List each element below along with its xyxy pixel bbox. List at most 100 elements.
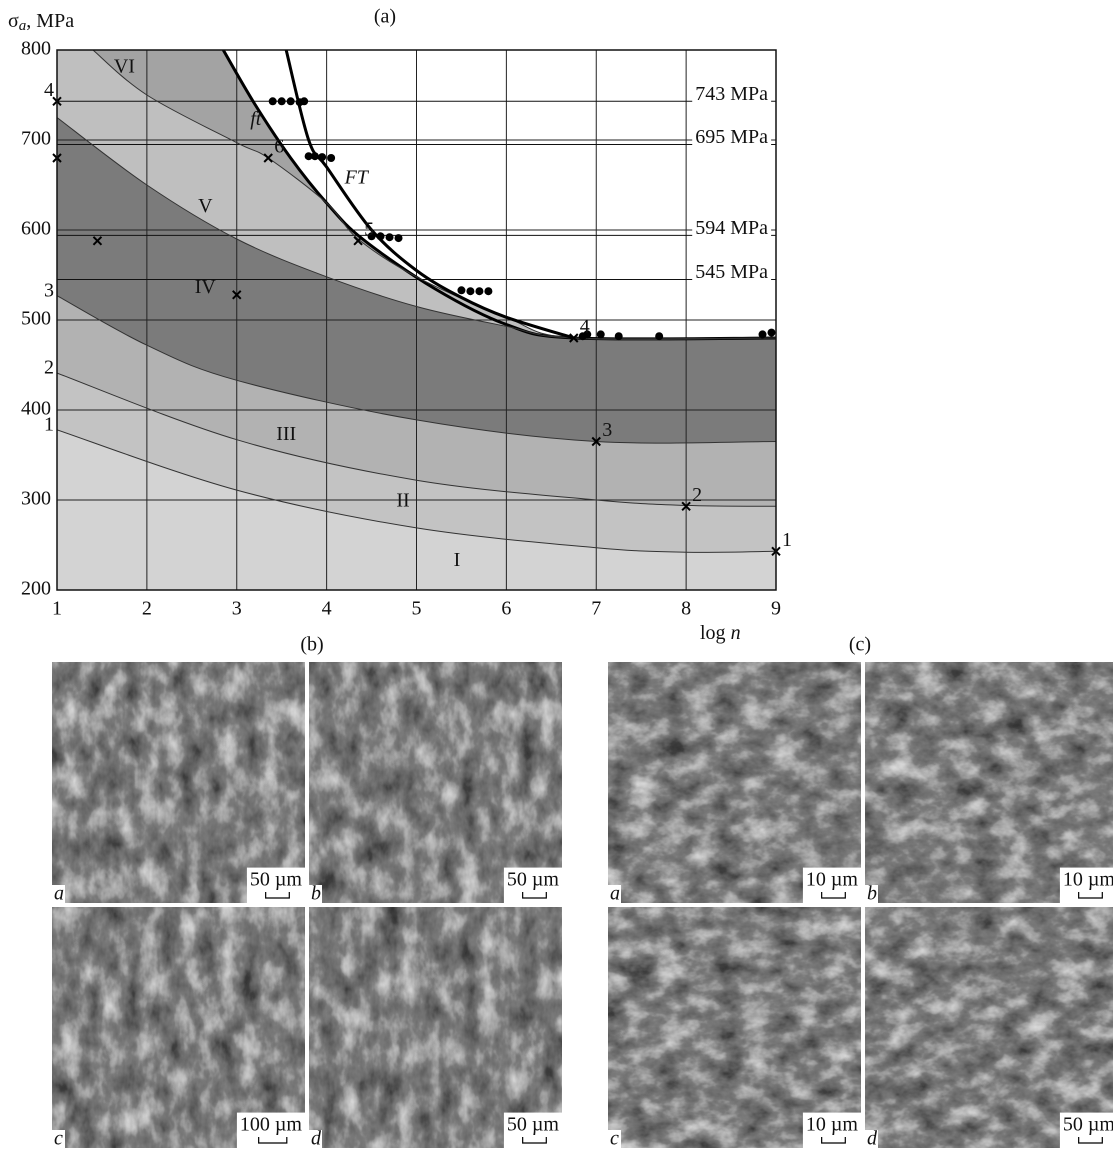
micrograph-image <box>865 907 1113 1148</box>
level-label: 545 MPa <box>695 261 768 283</box>
data-point <box>327 154 335 162</box>
panel-letter: c <box>610 1128 619 1150</box>
x-axis-italic: n <box>731 622 741 644</box>
micrograph-image <box>309 907 562 1148</box>
y-axis-label: σa, MPa <box>8 10 74 35</box>
data-point <box>655 332 663 340</box>
micrograph-image <box>608 907 861 1148</box>
data-point <box>615 332 623 340</box>
micrograph-image <box>309 662 562 903</box>
curve-name: ft <box>250 108 262 130</box>
marker-label: 6 <box>274 136 284 158</box>
scale-label: 10 µm <box>1063 869 1113 891</box>
micrograph-image <box>52 907 305 1148</box>
region-label: III <box>276 423 296 445</box>
region-label: I <box>454 549 461 571</box>
scale-bar: 50 µm <box>504 868 563 903</box>
x-tick-label: 7 <box>591 598 601 620</box>
marker-label: 3 <box>602 419 612 441</box>
data-point <box>386 233 394 241</box>
y-axis-subscript: a <box>19 18 27 34</box>
level-label: 695 MPa <box>695 126 768 148</box>
data-point <box>475 287 483 295</box>
x-tick-label: 4 <box>322 598 332 620</box>
scale-bar: 10 µm <box>1060 868 1113 903</box>
level-label: 743 MPa <box>695 83 768 105</box>
level-label-group: 695 MPa <box>692 126 771 148</box>
x-tick-label: 9 <box>771 598 781 620</box>
panel-label: (c) <box>849 634 871 656</box>
scale-label: 50 µm <box>507 1114 560 1136</box>
level-label: 594 MPa <box>695 217 768 239</box>
x-tick-label: 3 <box>232 598 242 620</box>
panel-letter: d <box>867 1128 878 1150</box>
scale-label: 50 µm <box>507 869 560 891</box>
micrograph-image <box>608 662 861 903</box>
scale-bar: 50 µm <box>504 1113 563 1148</box>
panel-letter: a <box>54 883 64 905</box>
panel-letter: b <box>311 883 321 905</box>
x-tick-label: 1 <box>52 598 62 620</box>
data-point <box>318 153 326 161</box>
x-axis-text: log <box>700 622 726 644</box>
data-point <box>395 234 403 242</box>
chart-title: (a) <box>374 6 396 28</box>
x-tick-label: 2 <box>142 598 152 620</box>
data-point <box>597 330 605 338</box>
region-label: II <box>396 489 409 511</box>
data-point <box>484 287 492 295</box>
region-label: V <box>198 195 213 217</box>
level-label-group: 545 MPa <box>692 261 771 283</box>
data-point <box>768 329 776 337</box>
y-tick-label: 500 <box>21 308 51 330</box>
plot-area <box>57 50 776 590</box>
panel-letter: a <box>610 883 620 905</box>
scale-label: 50 µm <box>250 869 303 891</box>
y-tick-label: 800 <box>21 38 51 60</box>
marker-label: 1 <box>782 529 792 551</box>
x-tick-label: 8 <box>681 598 691 620</box>
scale-bar: 100 µm <box>237 1113 306 1148</box>
data-point <box>300 97 308 105</box>
y-axis-symbol: σ <box>8 10 19 32</box>
level-label-group: 594 MPa <box>692 217 771 239</box>
scale-label: 10 µm <box>806 1114 859 1136</box>
curve-label: 3 <box>44 279 54 301</box>
y-tick-label: 600 <box>21 218 51 240</box>
data-point <box>311 152 319 160</box>
data-point <box>377 232 385 240</box>
marker-label: 5 <box>364 218 374 240</box>
curve-name: FT <box>344 166 370 188</box>
panel-letter: c <box>54 1128 63 1150</box>
scale-label: 50 µm <box>1063 1114 1113 1136</box>
data-point <box>269 97 277 105</box>
figure: σa, MPa (a) logn 4654321321ftFTIIIIIIIVV… <box>0 0 1113 1150</box>
scale-bar: 10 µm <box>803 868 862 903</box>
marker-label: 4 <box>44 79 54 101</box>
micrograph-image <box>865 662 1113 903</box>
y-tick-label: 300 <box>21 488 51 510</box>
data-point <box>466 287 474 295</box>
scale-bar: 10 µm <box>803 1113 862 1148</box>
region-label: VI <box>114 56 135 78</box>
y-axis-unit: , MPa <box>26 10 74 32</box>
y-tick-label: 400 <box>21 398 51 420</box>
curve-label: 2 <box>44 357 54 379</box>
data-point <box>457 286 465 294</box>
scale-bar: 50 µm <box>247 868 306 903</box>
x-tick-label: 5 <box>412 598 422 620</box>
x-tick-label: 6 <box>501 598 511 620</box>
panel-letter: b <box>867 883 877 905</box>
level-label-group: 743 MPa <box>692 83 771 105</box>
micrograph-image <box>52 662 305 903</box>
panel-label: (b) <box>300 634 323 656</box>
panel-letter: d <box>311 1128 322 1150</box>
data-point <box>287 97 295 105</box>
y-tick-label: 700 <box>21 128 51 150</box>
y-tick-label: 200 <box>21 578 51 600</box>
marker-label: 4 <box>580 316 590 338</box>
marker-label: 2 <box>692 484 702 506</box>
data-point <box>278 97 286 105</box>
scale-label: 100 µm <box>240 1114 303 1136</box>
